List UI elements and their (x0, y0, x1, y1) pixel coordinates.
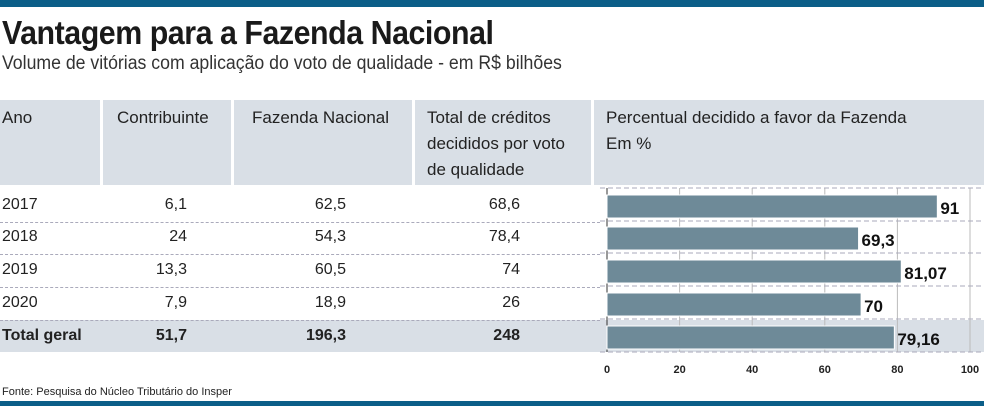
bar-value-label: 91 (940, 199, 959, 218)
cell-contribuinte: 51,7 (155, 327, 187, 344)
tick-label: 0 (604, 364, 610, 376)
header-percentual: Percentual decidido a favor da Fazenda E… (594, 100, 984, 185)
header-ano: Ano (0, 100, 100, 185)
tick-label: 40 (746, 364, 758, 376)
cell-total: 26 (502, 294, 520, 311)
source-note: Fonte: Pesquisa do Núcleo Tributário do … (2, 386, 232, 398)
bar (606, 325, 895, 350)
bar-value-label: 70 (864, 297, 883, 316)
bar-value-label: 81,07 (904, 264, 947, 283)
row-divider (0, 254, 600, 255)
bar (606, 259, 902, 284)
cell-ano: Total geral (2, 327, 82, 344)
header-total: Total de créditos decididos por voto de … (415, 100, 591, 185)
cell-contribuinte: 7,9 (164, 294, 187, 311)
cell-contribuinte: 24 (169, 228, 187, 245)
cell-ano: 2017 (2, 196, 38, 213)
tick-label: 100 (961, 364, 979, 376)
cell-ano: 2020 (2, 294, 38, 311)
row-divider (0, 287, 600, 288)
bar-value-label: 69,3 (862, 231, 895, 250)
row-divider (0, 320, 600, 321)
header-contribuinte: Contribuinte (103, 100, 231, 185)
bar-value-label: 79,16 (897, 330, 940, 349)
cell-total: 78,4 (488, 228, 520, 245)
cell-contribuinte: 13,3 (155, 261, 187, 278)
cell-fazenda: 60,5 (314, 261, 346, 278)
cell-fazenda: 196,3 (305, 327, 346, 344)
tick-label: 60 (819, 364, 831, 376)
cell-contribuinte: 6,1 (164, 196, 187, 213)
cell-total: 68,6 (488, 196, 520, 213)
bar (606, 226, 860, 251)
cell-total: 248 (493, 327, 520, 344)
header-fazenda: Fazenda Nacional (234, 100, 412, 185)
cell-fazenda: 18,9 (314, 294, 346, 311)
cell-ano: 2019 (2, 261, 38, 278)
bottom-accent-bar (0, 401, 984, 406)
cell-total: 74 (502, 261, 520, 278)
row-divider (0, 222, 600, 223)
page-title: Vantagem para a Fazenda Nacional (2, 14, 494, 51)
tick-label: 20 (673, 364, 685, 376)
cell-ano: 2018 (2, 228, 38, 245)
top-accent-bar (0, 0, 984, 7)
cell-fazenda: 54,3 (314, 228, 346, 245)
bar (606, 292, 862, 317)
cell-fazenda: 62,5 (314, 196, 346, 213)
bar (606, 194, 938, 219)
page-subtitle: Volume de vitórias com aplicação do voto… (2, 53, 562, 74)
tick-label: 80 (891, 364, 903, 376)
